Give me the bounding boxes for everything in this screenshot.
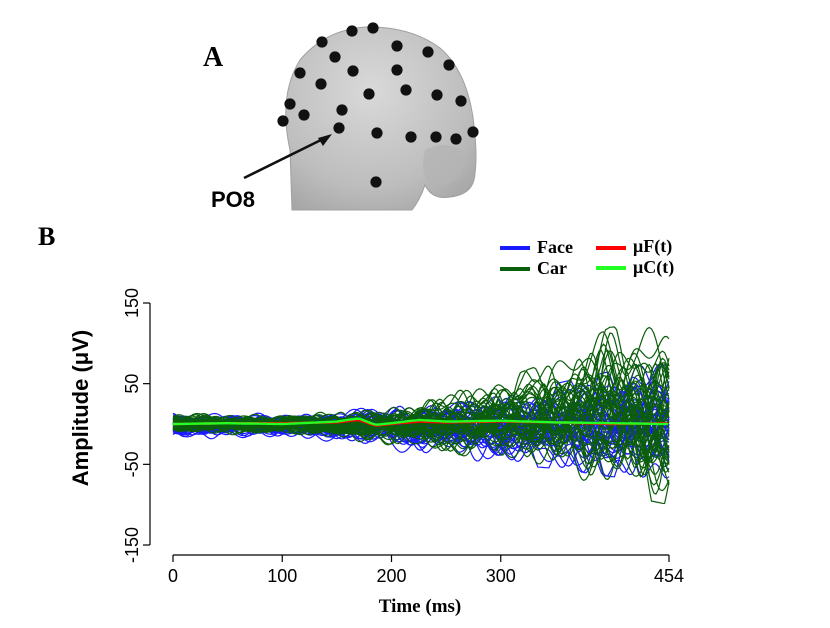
electrode — [346, 25, 358, 37]
electrode — [430, 131, 442, 143]
electrode — [431, 89, 443, 101]
y-tick-label: -50 — [122, 451, 142, 477]
electrode — [329, 51, 341, 63]
electrode — [443, 59, 455, 71]
electrode-label-po8: PO8 — [211, 187, 255, 212]
panel-a-label: A — [203, 42, 224, 73]
trial-trace-car — [172, 326, 670, 435]
x-tick-label: 0 — [168, 566, 178, 586]
legend-label-mu-car: μC(t) — [633, 257, 674, 278]
mean-line-car — [173, 417, 668, 426]
electrode — [400, 84, 412, 96]
trial-trace-car — [172, 375, 670, 464]
x-tick-label: 100 — [267, 566, 297, 586]
electrode — [371, 127, 383, 139]
electrode — [277, 115, 289, 127]
legend-entry-mu-car: μC(t) — [596, 257, 674, 278]
electrode — [367, 22, 379, 34]
trial-trace-car — [172, 349, 670, 452]
y-tick-label: -150 — [122, 527, 142, 563]
electrode — [455, 95, 467, 107]
electrode — [370, 176, 382, 188]
y-axis-label: Amplitude (μV) — [68, 330, 93, 486]
y-tick-label: 150 — [122, 288, 142, 318]
trial-trace-car — [172, 343, 670, 456]
electrode — [405, 131, 417, 143]
electrode — [315, 78, 327, 90]
legend-label-mu-face: μF(t) — [633, 236, 672, 257]
x-tick-label: 300 — [486, 566, 516, 586]
electrode — [391, 40, 403, 52]
x-axis-label: Time (ms) — [379, 596, 462, 617]
x-tick-label: 454 — [654, 566, 684, 586]
electrode — [450, 133, 462, 145]
legend-entry-car: Car — [500, 258, 567, 278]
electrode — [316, 36, 328, 48]
legend-entry-mu-face: μF(t) — [596, 236, 672, 257]
electrode — [284, 98, 296, 110]
legend-label-car: Car — [537, 258, 567, 278]
y-tick-label: 50 — [122, 374, 142, 394]
po8-pointer — [243, 134, 332, 180]
trial-trace-car — [172, 364, 670, 440]
electrode — [336, 104, 348, 116]
electrode — [294, 67, 306, 79]
electrode-dots — [277, 22, 479, 188]
car-trials — [172, 326, 670, 505]
electrode-po8 — [333, 122, 345, 134]
electrode — [467, 126, 479, 138]
head-model — [285, 26, 477, 211]
electrode — [298, 109, 310, 121]
electrode — [391, 64, 403, 76]
mean-lines — [173, 417, 668, 427]
electrode — [347, 65, 359, 77]
panel-b-label: B — [38, 222, 55, 251]
legend-entry-face: Face — [500, 237, 573, 257]
electrode — [363, 88, 375, 100]
legend: Face Car μF(t) μC(t) — [500, 236, 674, 278]
electrode — [422, 46, 434, 58]
x-tick-label: 200 — [376, 566, 406, 586]
legend-label-face: Face — [537, 237, 573, 257]
